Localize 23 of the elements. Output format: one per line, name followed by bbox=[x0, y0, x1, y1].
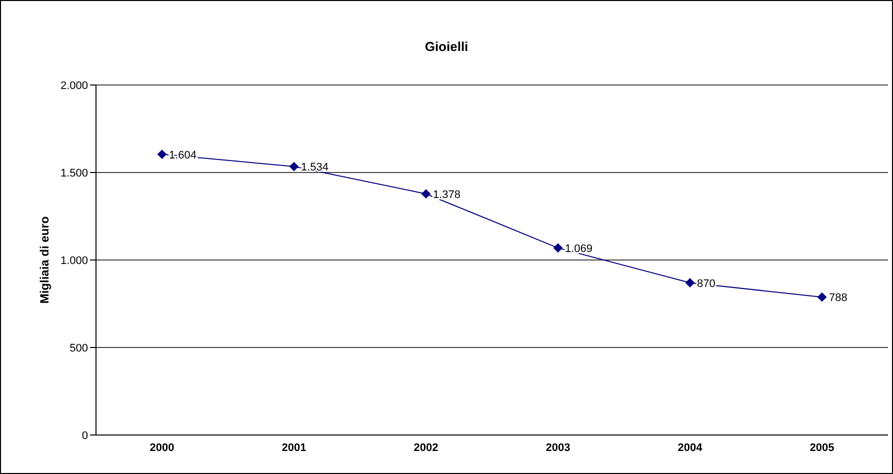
y-tick-label: 0 bbox=[82, 430, 88, 442]
point bbox=[158, 150, 166, 159]
y-tick-label: 1.000 bbox=[60, 254, 88, 267]
y-tick-label: 500 bbox=[70, 342, 88, 354]
x-tick-label: 2001 bbox=[282, 442, 306, 454]
point bbox=[554, 243, 562, 252]
data-label: 1.069 bbox=[565, 242, 593, 255]
x-tick-label: 2005 bbox=[810, 442, 834, 454]
data-label: 788 bbox=[829, 292, 848, 304]
point bbox=[686, 278, 694, 288]
point bbox=[290, 162, 298, 172]
y-tick-label: 2.000 bbox=[60, 80, 88, 92]
y-axis-title: Migliaia di euro bbox=[37, 216, 52, 304]
point bbox=[422, 189, 430, 198]
x-tick-label: 2004 bbox=[678, 442, 704, 454]
x-tick-label: 2003 bbox=[546, 442, 570, 454]
x-tick-label: 2002 bbox=[414, 442, 438, 454]
point bbox=[818, 292, 826, 302]
x-tick-label: 2000 bbox=[150, 442, 174, 454]
data-label: 1.534 bbox=[301, 162, 329, 174]
y-tick-label: 1.500 bbox=[60, 167, 88, 180]
chart-title: Gioielli bbox=[424, 39, 470, 54]
data-label: 1.378 bbox=[433, 188, 461, 201]
